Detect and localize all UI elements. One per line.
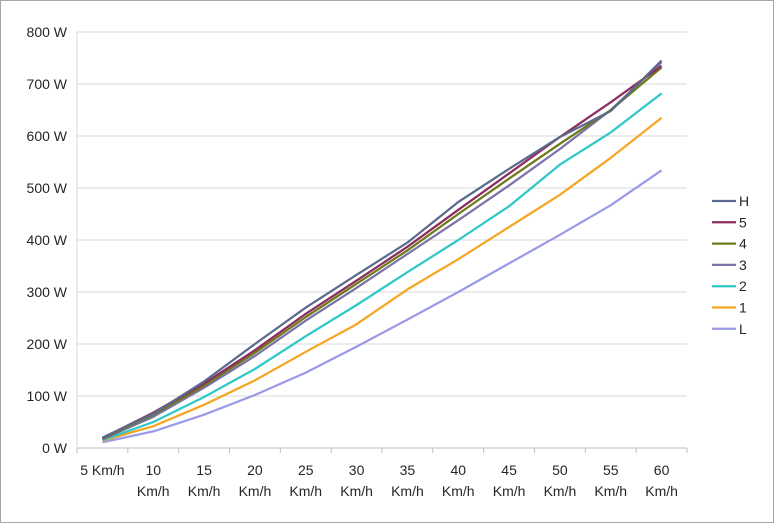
- gridlines: [77, 31, 687, 397]
- legend-label-H: H: [739, 193, 749, 209]
- legend-label-L: L: [739, 321, 747, 337]
- series-line-2: [102, 92, 663, 442]
- x-tick-label: 20 Km/h: [239, 462, 272, 499]
- series-line-1: [102, 116, 663, 442]
- y-tick-label: 300 W: [27, 284, 68, 300]
- legend-label-2: 2: [739, 278, 747, 294]
- y-tick-label: 600 W: [27, 128, 68, 144]
- x-tick-label: 10 Km/h: [137, 462, 170, 499]
- y-axis: 0 W 100 W 200 W 300 W 400 W 500 W 600 W 700 W 80…: [27, 24, 68, 456]
- legend-label-5: 5: [739, 214, 747, 230]
- legend-label-3: 3: [739, 257, 747, 273]
- x-axis: 5 Km/h 10 Km/h 15 Km/h 20 Km/h 25 Km/h 30 Km/h 35 Km…: [76, 32, 688, 499]
- x-tick-label: 35 Km/h: [391, 462, 424, 499]
- x-tick-label: 30 Km/h: [340, 462, 373, 499]
- y-tick-label: 700 W: [27, 76, 68, 92]
- legend: H 5 4 3 2 1 L: [712, 193, 749, 337]
- series-line-H: [101, 59, 663, 439]
- x-tick-label: 5 Km/h: [80, 462, 124, 478]
- x-tick-label: 40 Km/h: [442, 462, 475, 499]
- series-line-5: [101, 64, 663, 440]
- series-line-3: [101, 61, 663, 441]
- y-tick-label: 500 W: [27, 180, 68, 196]
- y-tick-label: 400 W: [27, 232, 68, 248]
- x-tick-label: 45 Km/h: [493, 462, 526, 499]
- series-lines: [101, 59, 663, 444]
- series-line-4: [101, 66, 663, 440]
- legend-label-4: 4: [739, 236, 747, 252]
- x-tick-label: 50 Km/h: [544, 462, 577, 499]
- y-tick-label: 0 W: [42, 440, 68, 456]
- y-tick-label: 800 W: [27, 24, 68, 40]
- y-tick-label: 100 W: [27, 388, 68, 404]
- legend-label-1: 1: [739, 300, 747, 316]
- x-tick-label: 60 Km/h: [645, 462, 678, 499]
- x-tick-label: 25 Km/h: [289, 462, 322, 499]
- x-tick-label: 15 Km/h: [188, 462, 221, 499]
- series-line-L: [102, 169, 663, 444]
- x-tick-label: 55 Km/h: [594, 462, 627, 499]
- y-tick-label: 200 W: [27, 336, 68, 352]
